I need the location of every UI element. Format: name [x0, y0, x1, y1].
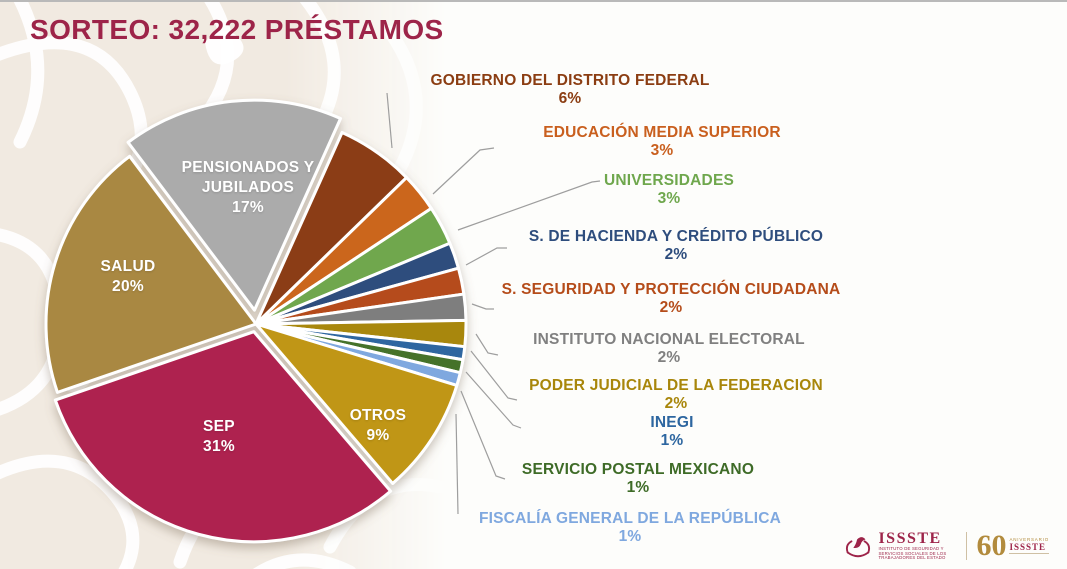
- leader-line-s-seguridad-y-protecci-n-ciudadana: [471, 303, 494, 310]
- leader-line-inegi: [465, 371, 522, 429]
- leader-line-servicio-postal-mexicano: [460, 390, 506, 480]
- issste-logo-text: ISSSTE: [878, 529, 942, 547]
- anniversary-brand: ISSSTE: [1009, 542, 1049, 554]
- issste-logo-subtext: INSTITUTO DE SEGURIDAD Y SERVICIOS SOCIA…: [878, 545, 947, 561]
- footer-logos: ISSSTE INSTITUTO DE SEGURIDAD Y SERVICIO…: [844, 529, 1049, 563]
- issste-eagle-hands-icon: [846, 537, 871, 558]
- leader-line-instituto-nacional-electoral: [475, 333, 499, 356]
- anniversary-label: ANIVERSARIO: [1009, 537, 1049, 542]
- logo-divider: [966, 532, 968, 560]
- leader-line-gobierno-del-distrito-federal: [386, 92, 393, 149]
- anniversary-number: 60: [976, 529, 1007, 562]
- pie-slice-sep: [53, 330, 393, 544]
- leader-line-fiscal-a-general-de-la-rep-blica: [455, 413, 459, 515]
- leader-line-poder-judicial-de-la-federacion: [470, 350, 518, 401]
- pie-slice-salud: [44, 154, 258, 394]
- pie-slice-otros: [254, 322, 459, 485]
- leader-line-educaci-n-media-superior: [432, 147, 495, 195]
- leader-line-universidades: [457, 180, 601, 231]
- pie-slice-pensionados-y-jubilados: [126, 98, 343, 312]
- anniversary-logo: 60 ANIVERSARIO ISSSTE: [976, 529, 1049, 562]
- page-title: SORTEO: 32,222 PRÉSTAMOS: [30, 14, 444, 45]
- leader-line-s-de-hacienda-y-cr-dito-p-blico: [465, 247, 507, 266]
